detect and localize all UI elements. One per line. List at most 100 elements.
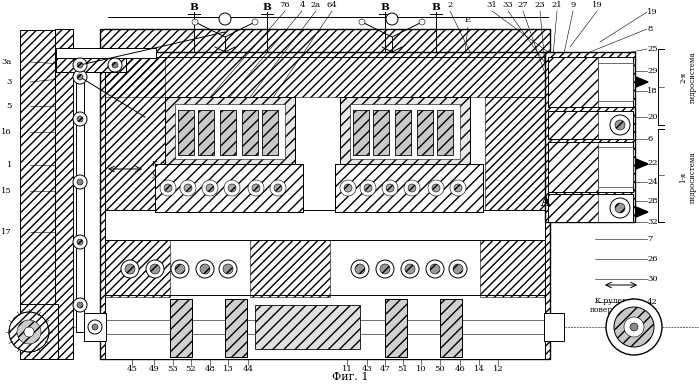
Circle shape (615, 120, 625, 130)
Text: 47: 47 (380, 365, 391, 373)
Polygon shape (636, 159, 648, 169)
Text: 1-я
гидросистема: 1-я гидросистема (679, 151, 697, 203)
Bar (545, 52, 635, 222)
Circle shape (360, 180, 376, 196)
Text: 2-я
гидросистема: 2-я гидросистема (679, 51, 697, 103)
Text: 1: 1 (6, 161, 12, 169)
Bar (335, 164, 483, 212)
Circle shape (180, 180, 196, 196)
Circle shape (77, 62, 83, 68)
Bar (178, 110, 194, 155)
Text: 3: 3 (6, 78, 12, 86)
Text: 25: 25 (647, 45, 658, 53)
Circle shape (175, 264, 185, 274)
Text: B: B (263, 3, 271, 12)
Bar (353, 110, 369, 155)
Bar (165, 97, 295, 167)
Bar (548, 194, 633, 222)
Bar (220, 110, 236, 155)
Bar (437, 110, 453, 155)
Circle shape (454, 184, 462, 192)
Text: 19: 19 (591, 1, 603, 9)
Bar (262, 110, 278, 155)
Circle shape (376, 260, 394, 278)
Bar (170, 299, 192, 357)
Bar (417, 110, 433, 155)
Text: Фиг. 1: Фиг. 1 (332, 372, 368, 382)
Bar (548, 142, 598, 192)
Circle shape (252, 184, 260, 192)
Text: 16: 16 (1, 128, 12, 136)
Bar (198, 110, 214, 155)
Text: 44: 44 (243, 365, 254, 373)
Bar (105, 57, 545, 97)
Bar (250, 240, 330, 297)
Bar (165, 97, 295, 167)
Text: 64: 64 (326, 1, 338, 9)
Bar (340, 97, 470, 167)
Bar (548, 57, 598, 107)
Polygon shape (636, 207, 648, 217)
Bar (262, 110, 278, 155)
Bar (255, 305, 360, 349)
Text: 18: 18 (647, 87, 658, 95)
Text: 33: 33 (503, 1, 513, 9)
Text: B: B (189, 3, 199, 12)
Bar (105, 240, 170, 297)
Bar (548, 142, 633, 192)
Circle shape (196, 260, 214, 278)
Text: 46: 46 (454, 365, 466, 373)
Text: 7: 7 (647, 235, 652, 243)
Circle shape (73, 235, 87, 249)
Circle shape (224, 180, 240, 196)
Circle shape (184, 184, 192, 192)
Bar (385, 299, 407, 357)
Circle shape (274, 184, 282, 192)
Bar (55, 29, 73, 359)
Bar (100, 29, 550, 359)
Bar (340, 97, 470, 167)
Text: E: E (465, 16, 471, 24)
Bar (598, 147, 633, 187)
Text: 5: 5 (6, 102, 12, 110)
Circle shape (401, 260, 419, 278)
Bar (84, 313, 106, 341)
Text: B: B (431, 3, 440, 12)
Text: 23: 23 (535, 1, 545, 9)
Text: 22: 22 (647, 159, 658, 167)
Bar (198, 110, 214, 155)
Circle shape (359, 19, 365, 25)
Circle shape (202, 180, 218, 196)
Text: 31: 31 (487, 1, 498, 9)
Circle shape (24, 327, 34, 337)
Bar (56, 58, 126, 72)
Bar (335, 164, 483, 212)
Circle shape (404, 180, 420, 196)
Bar (242, 110, 258, 155)
Bar (395, 110, 411, 155)
Text: 29: 29 (647, 67, 658, 75)
Circle shape (248, 180, 264, 196)
Bar (480, 240, 545, 297)
Bar (545, 52, 635, 222)
Text: 6: 6 (647, 135, 652, 143)
Circle shape (9, 312, 49, 352)
Bar (544, 313, 564, 341)
Circle shape (630, 323, 638, 331)
Bar (548, 57, 633, 107)
Text: 51: 51 (398, 365, 408, 373)
Circle shape (77, 302, 83, 308)
Circle shape (624, 317, 644, 337)
Bar (440, 299, 462, 357)
Circle shape (426, 260, 444, 278)
Circle shape (344, 184, 352, 192)
Circle shape (228, 184, 236, 192)
Text: 17: 17 (1, 228, 12, 236)
Text: 21: 21 (552, 1, 562, 9)
Text: 20: 20 (647, 113, 658, 121)
Text: 11: 11 (342, 365, 352, 373)
Text: 45: 45 (127, 365, 138, 373)
Circle shape (77, 179, 83, 185)
Bar (105, 57, 545, 212)
Bar (20, 304, 58, 359)
